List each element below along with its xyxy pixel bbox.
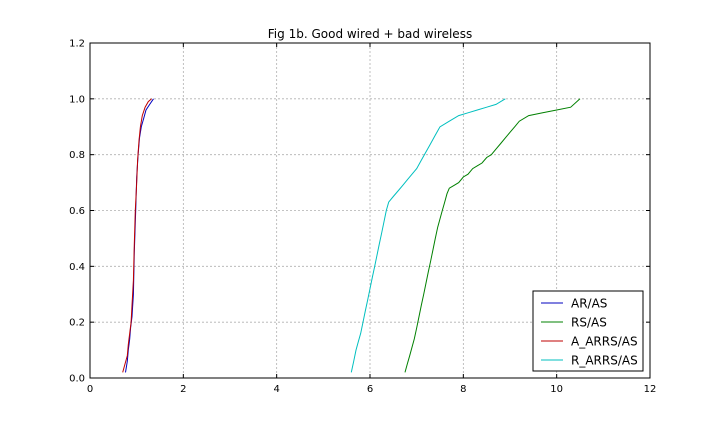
y-tick-label: 1.2 <box>69 39 85 50</box>
series-line-3 <box>350 98 506 373</box>
legend-label: R_ARRS/AS <box>571 354 638 368</box>
x-tick-label: 6 <box>367 384 373 395</box>
y-tick-label: 0.8 <box>69 150 85 161</box>
legend-label: AR/AS <box>571 297 607 311</box>
y-tick-label: 0.2 <box>69 318 85 329</box>
series-lines <box>122 98 581 373</box>
y-tick-label: 0.6 <box>69 206 85 217</box>
legend: AR/AS RS/AS A_ARRS/AS R_ARRS/AS <box>532 290 644 372</box>
chart-title: Fig 1b. Good wired + bad wireless <box>268 27 472 41</box>
x-tick-label: 0 <box>87 384 93 395</box>
x-tick-label: 2 <box>180 384 186 395</box>
series-line-1 <box>404 98 581 373</box>
x-tick-label: 8 <box>460 384 466 395</box>
y-tick-label: 0.0 <box>69 374 85 385</box>
axis-ticks: 0 2 4 6 8 10 12 0.0 0.2 0.4 0.6 0.8 1.0 1.2 <box>69 39 656 396</box>
legend-label: A_ARRS/AS <box>571 335 638 349</box>
series-line-2 <box>122 98 152 373</box>
x-tick-label: 4 <box>273 384 279 395</box>
y-tick-label: 0.4 <box>69 262 85 273</box>
x-tick-label: 12 <box>644 384 657 395</box>
legend-label: RS/AS <box>571 316 607 330</box>
legend-box <box>532 290 644 372</box>
y-tick-label: 1.0 <box>69 94 85 105</box>
x-tick-label: 10 <box>550 384 563 395</box>
